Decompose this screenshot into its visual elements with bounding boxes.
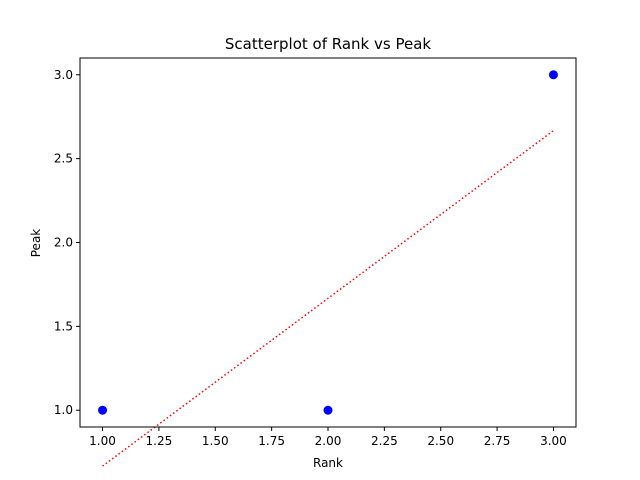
x-tick-label: 1.50 — [202, 434, 229, 448]
data-point-3 — [548, 70, 558, 80]
data-point-1 — [98, 405, 108, 415]
x-tick-label: 2.50 — [427, 434, 454, 448]
y-tick-label: 1.5 — [54, 319, 73, 333]
plot-area — [98, 70, 558, 467]
x-axis-ticks: 1.00 1.25 1.50 1.75 2.00 2.25 2.50 2.75 3.00 — [89, 427, 567, 448]
y-tick-label: 3.0 — [54, 68, 73, 82]
trend-line — [102, 130, 554, 467]
chart-title: Scatterplot of Rank vs Peak — [225, 35, 431, 53]
x-tick-label: 2.00 — [315, 434, 342, 448]
y-tick-label: 2.0 — [54, 236, 73, 250]
y-tick-label: 1.0 — [54, 403, 73, 417]
x-tick-label: 1.25 — [146, 434, 173, 448]
x-tick-label: 1.00 — [89, 434, 116, 448]
data-point-2 — [323, 405, 333, 415]
y-axis-ticks: 1.0 1.5 2.0 2.5 3.0 — [54, 68, 80, 417]
y-axis-label: Peak — [29, 229, 43, 258]
x-tick-label: 2.75 — [484, 434, 511, 448]
x-tick-label: 3.00 — [540, 434, 567, 448]
x-axis-label: Rank — [313, 456, 343, 470]
x-tick-label: 1.75 — [258, 434, 285, 448]
y-tick-label: 2.5 — [54, 152, 73, 166]
x-tick-label: 2.25 — [371, 434, 398, 448]
